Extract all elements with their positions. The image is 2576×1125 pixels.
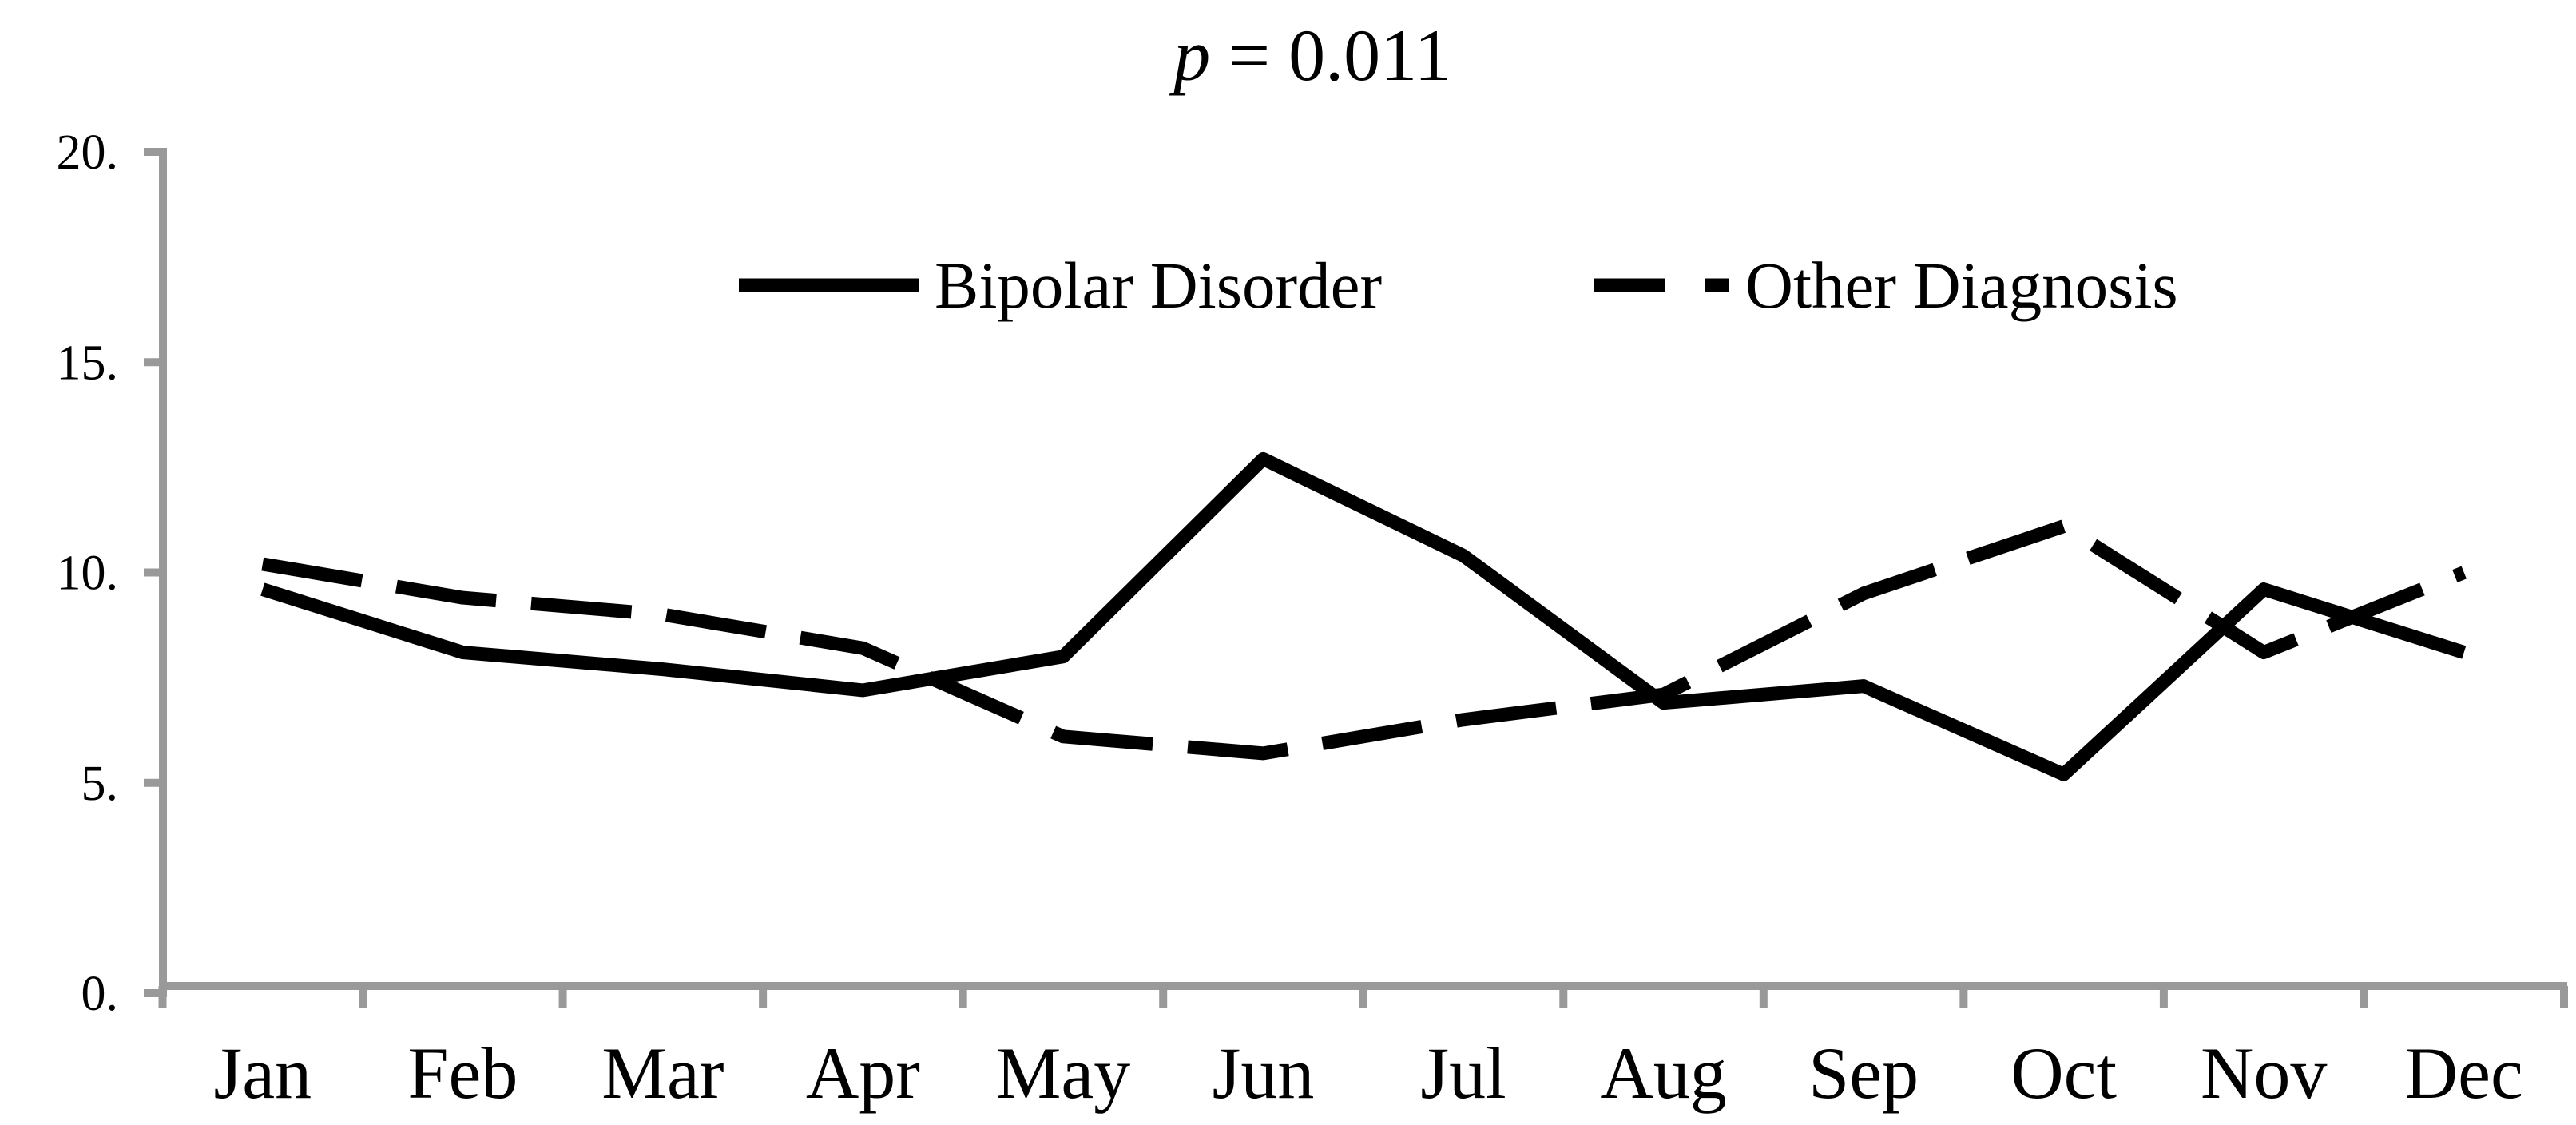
title-p-symbol: p: [1169, 14, 1210, 96]
x-tick-label-jul: Jul: [1420, 1032, 1506, 1114]
legend-label-bipolar-disorder: Bipolar Disorder: [935, 248, 1382, 322]
x-tick-label-sep: Sep: [1808, 1032, 1919, 1114]
x-tick-label-feb: Feb: [407, 1032, 518, 1114]
y-tick-label-0: 0.: [81, 967, 119, 1021]
x-tick-label-mar: Mar: [601, 1032, 724, 1114]
x-tick-label-jan: Jan: [213, 1032, 312, 1114]
x-tick-label-aug: Aug: [1600, 1032, 1726, 1114]
x-tick-label-apr: Apr: [806, 1032, 920, 1114]
y-axis-labels: 20. 15. 10. 5. 0.: [57, 125, 119, 1021]
x-tick-label-dec: Dec: [2405, 1032, 2523, 1114]
y-tick-label-10: 10.: [57, 547, 119, 601]
x-axis-labels: Jan Feb Mar Apr May Jun Jul Aug Sep Oct …: [213, 1032, 2522, 1114]
series-line-bipolar-disorder: [260, 451, 2467, 781]
x-tick-label-nov: Nov: [2201, 1032, 2327, 1114]
y-tick-label-5: 5.: [81, 757, 119, 811]
x-tick-label-oct: Oct: [2010, 1032, 2117, 1114]
x-tick-label-may: May: [996, 1032, 1131, 1114]
chart-title: p = 0.011: [1169, 14, 1451, 96]
x-tick-label-jun: Jun: [1213, 1032, 1315, 1114]
legend-label-other-diagnosis: Other Diagnosis: [1745, 248, 2178, 322]
y-tick-label-20: 20.: [57, 125, 119, 180]
title-value: = 0.011: [1210, 14, 1451, 96]
y-tick-label-15: 15.: [57, 336, 119, 390]
axis-ticks: [144, 148, 2568, 1008]
legend: Bipolar Disorder Other Diagnosis: [739, 248, 2178, 322]
series-line-other-diagnosis: [261, 519, 2467, 761]
